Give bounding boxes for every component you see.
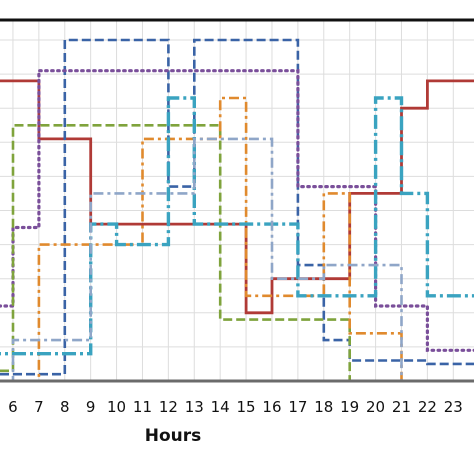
x-tick-label: 15 bbox=[237, 398, 256, 416]
series-lines bbox=[0, 38, 474, 383]
x-tick-label: 19 bbox=[340, 398, 359, 416]
x-tick-labels: 6 7 8 9 10 11 12 13 14 15 16 17 18 19 20 21 22 23 bbox=[8, 398, 463, 416]
x-tick-label: 11 bbox=[133, 398, 152, 416]
series-line-2 bbox=[0, 38, 474, 376]
x-tick-label: 18 bbox=[314, 398, 333, 416]
x-tick-label: 20 bbox=[366, 398, 385, 416]
x-tick-label: 8 bbox=[60, 398, 70, 416]
x-tick-label: 21 bbox=[392, 398, 411, 416]
plot-frame bbox=[0, 18, 474, 383]
x-tick-label: 14 bbox=[211, 398, 230, 416]
x-tick-label: 23 bbox=[444, 398, 463, 416]
x-tick-label: 10 bbox=[107, 398, 126, 416]
x-axis-title: Hours bbox=[145, 426, 202, 446]
x-tick-label: 6 bbox=[8, 398, 18, 416]
series-line-6 bbox=[0, 96, 474, 356]
series-line-7 bbox=[0, 137, 474, 383]
x-tick-label: 12 bbox=[159, 398, 178, 416]
x-tick-label: 16 bbox=[262, 398, 281, 416]
x-tick-label: 17 bbox=[288, 398, 307, 416]
x-tick-label: 22 bbox=[418, 398, 437, 416]
x-tick-label: 9 bbox=[86, 398, 96, 416]
x-tick-label: 7 bbox=[34, 398, 44, 416]
x-tick-label: 13 bbox=[185, 398, 204, 416]
